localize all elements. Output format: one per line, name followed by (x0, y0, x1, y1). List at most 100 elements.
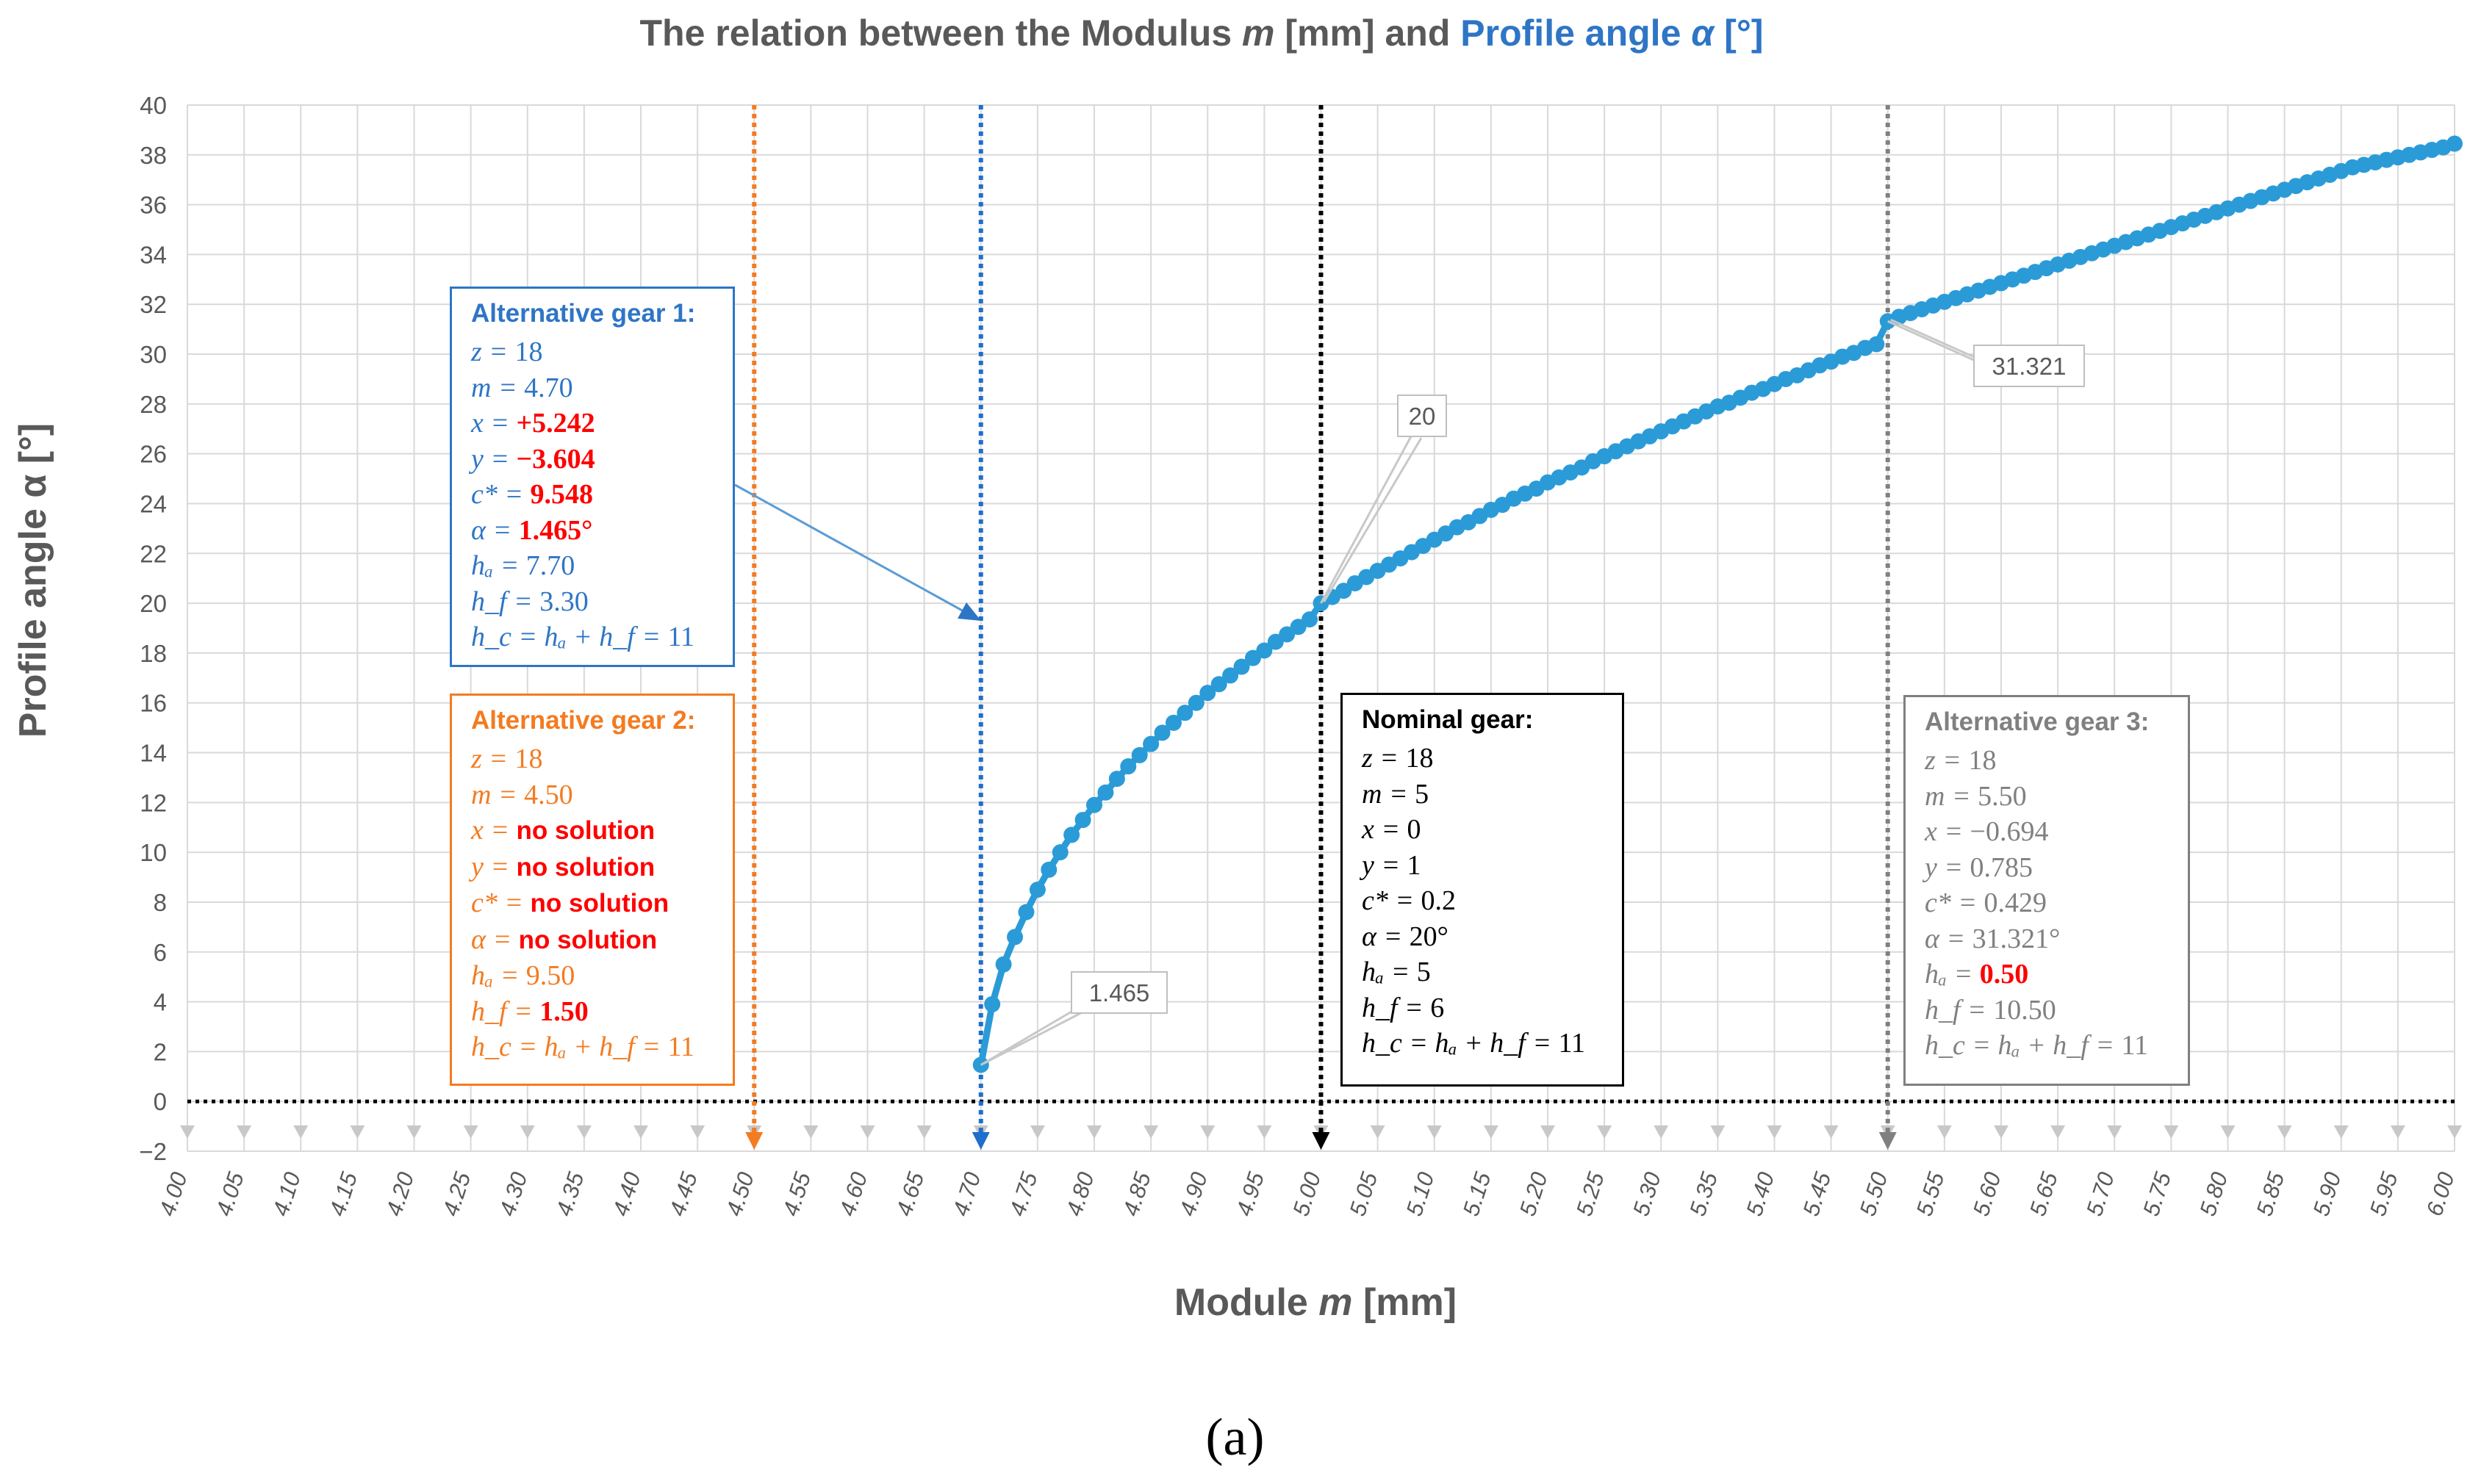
baseline-marker (350, 1125, 365, 1139)
parameter-symbol: h_c = hₐ + h_f = (471, 1031, 668, 1062)
parameter-symbol: α = (1362, 921, 1410, 952)
baseline-marker (2447, 1125, 2462, 1139)
parameter-symbol: m = (1362, 778, 1415, 810)
y-tick-label: 4 (154, 989, 167, 1016)
parameter-symbol: y = (1925, 851, 1970, 883)
box-parameter: y = −3.604 (471, 442, 714, 478)
baseline-marker (916, 1125, 932, 1139)
x-tick-label: 4.35 (551, 1169, 589, 1220)
alternative-gear-1-box: Alternative gear 1: z = 18 m = 4.70 x = +5.… (450, 287, 735, 667)
data-point (1086, 796, 1102, 813)
parameter-symbol: α = (1925, 923, 1972, 954)
baseline-marker (2164, 1125, 2179, 1139)
x-tick-label: 5.20 (1515, 1169, 1553, 1219)
parameter-symbol: h_c = hₐ + h_f = (1925, 1030, 2122, 1061)
box-parameter: h_c = hₐ + h_f = 11 (1362, 1026, 1603, 1062)
baseline-marker (1030, 1125, 1045, 1139)
data-point (1302, 611, 1318, 628)
y-tick-label: 36 (140, 192, 167, 219)
point-label-leader (983, 1006, 1091, 1065)
box-parameter: α = 1.465° (471, 513, 714, 549)
x-tick-label: 4.60 (834, 1169, 872, 1219)
box-title: Alternative gear 3: (1925, 707, 2150, 736)
point-label-box (1973, 345, 2085, 387)
parameter-value: −3.604 (516, 443, 595, 475)
chart-title: The relation between the Modulus m [mm] … (640, 12, 1764, 54)
y-tick-label: 32 (140, 291, 167, 318)
point-label-leader (1323, 437, 1423, 602)
baseline-marker (2390, 1125, 2405, 1139)
parameter-value: 20° (1409, 921, 1448, 952)
parameter-value: 11 (667, 1031, 695, 1062)
parameter-symbol: h_c = hₐ + h_f = (471, 622, 668, 652)
parameter-value: 1.465° (518, 514, 593, 546)
parameter-value: 18 (514, 743, 543, 774)
baseline-marker (1710, 1125, 1726, 1139)
parameter-value: 0.2 (1421, 885, 1457, 916)
parameter-value: +5.242 (516, 408, 595, 439)
box-parameter: h_c = hₐ + h_f = 11 (1925, 1028, 2169, 1064)
parameter-symbol: h_f = (1362, 992, 1431, 1023)
baseline-marker (2220, 1125, 2236, 1139)
parameter-symbol: c* = (1925, 887, 1984, 918)
parameter-symbol: y = (471, 851, 517, 882)
parameter-symbol: x = (1925, 816, 1970, 847)
x-tick-label: 5.10 (1401, 1169, 1439, 1219)
parameter-value: 6 (1430, 992, 1445, 1023)
figure-caption: (a) (1205, 1408, 1265, 1466)
parameter-value: 1.50 (539, 995, 589, 1027)
y-tick-label: 28 (140, 391, 167, 418)
data-point (1108, 771, 1125, 788)
data-point (2446, 135, 2463, 152)
x-tick-label: 6.00 (2421, 1169, 2460, 1219)
parameter-value: 4.70 (524, 372, 573, 403)
x-tick-label: 4.55 (778, 1169, 816, 1220)
baseline-marker (406, 1125, 422, 1139)
y-tick-label: 22 (140, 540, 167, 567)
parameter-value: 9.548 (530, 479, 594, 510)
x-tick-label: 4.10 (268, 1169, 306, 1219)
x-tick-label: 4.05 (211, 1169, 249, 1220)
parameter-value: 5 (1416, 957, 1431, 987)
x-tick-label: 5.35 (1684, 1169, 1723, 1220)
baseline-marker (1144, 1125, 1159, 1139)
parameter-value: no solution (530, 889, 669, 918)
y-tick-label: 2 (154, 1038, 167, 1065)
baseline-marker (293, 1125, 309, 1139)
x-tick-label: 5.30 (1628, 1169, 1666, 1219)
parameter-value: 9.50 (525, 960, 575, 991)
parameter-value: −0.694 (1970, 816, 2049, 847)
x-tick-label: 4.90 (1174, 1169, 1213, 1219)
alt-gear-1-pointer (734, 483, 972, 617)
x-tick-label: 5.25 (1571, 1169, 1609, 1220)
data-point (1233, 658, 1250, 675)
baseline-marker (463, 1125, 478, 1139)
parameter-value: 1 (1407, 849, 1421, 881)
parameter-value: 0 (1407, 814, 1421, 845)
data-point (1052, 844, 1069, 861)
point-label-leader (1320, 436, 1412, 604)
point-label-box (1397, 395, 1447, 437)
parameter-symbol: z = (471, 336, 515, 367)
box-parameter: α = no solution (471, 922, 714, 959)
data-point (1063, 826, 1080, 843)
box-parameter: hₐ = 0.50 (1925, 957, 2169, 993)
alternative-gear-3-box: Alternative gear 3: z = 18 m = 5.50 x = −0.… (1903, 695, 2190, 1086)
parameter-value: 31.321° (1972, 923, 2061, 954)
parameter-value: 0.429 (1983, 887, 2047, 918)
x-tick-label: 5.95 (2365, 1169, 2403, 1220)
box-parameter: x = +5.242 (471, 406, 714, 442)
box-parameter: y = no solution (471, 849, 714, 886)
x-axis-label: Module m [mm] (1174, 1281, 1457, 1324)
box-parameter: z = 18 (1925, 743, 2169, 779)
parameter-symbol: α = (471, 923, 519, 955)
parameter-value: 11 (667, 622, 695, 652)
parameter-symbol: h_c = hₐ + h_f = (1362, 1028, 1559, 1059)
parameter-symbol: x = (471, 408, 517, 439)
parameter-value: 0.785 (1970, 851, 2033, 883)
x-tick-label: 4.40 (608, 1169, 646, 1219)
point-label: 1.465 (1089, 979, 1150, 1006)
box-parameter: x = no solution (471, 813, 714, 849)
box-title: Alternative gear 2: (471, 706, 696, 735)
parameter-symbol: h_f = (1925, 994, 1994, 1026)
